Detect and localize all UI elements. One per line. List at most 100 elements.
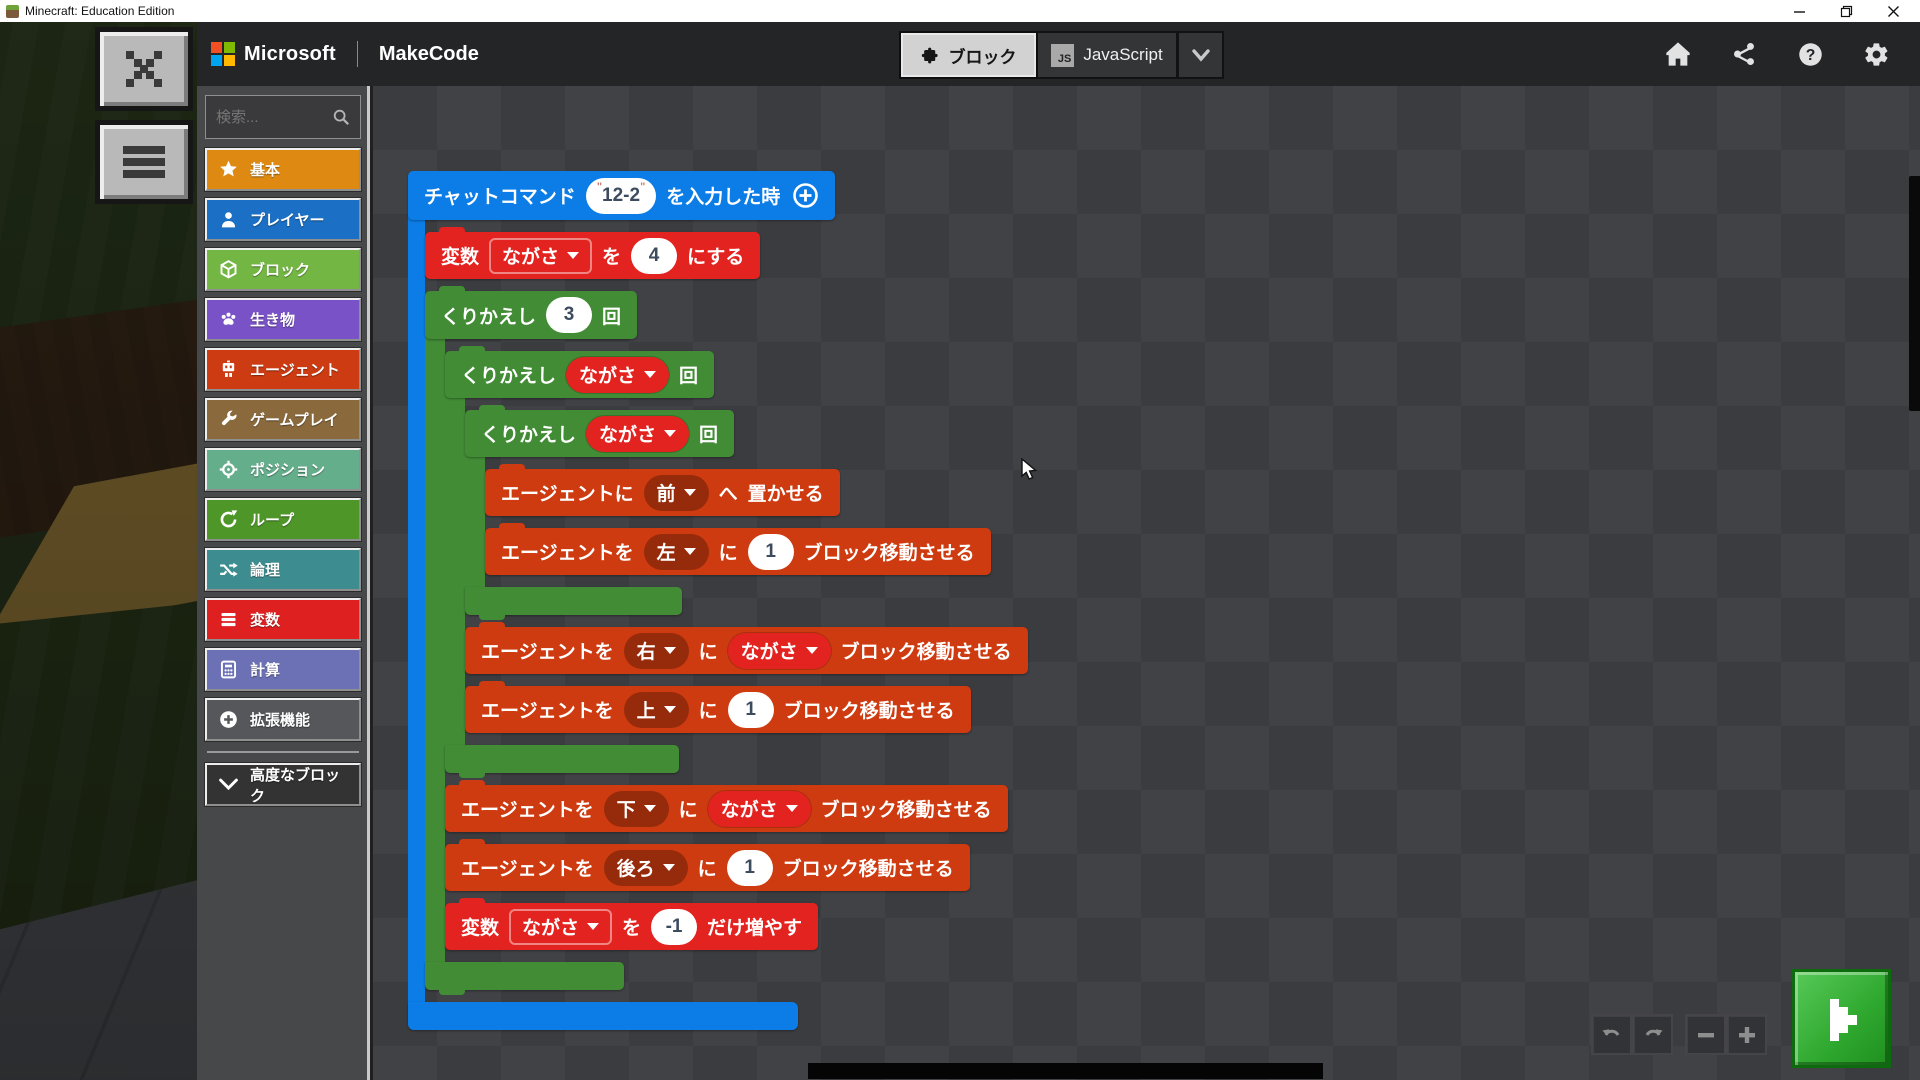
loop-icon bbox=[220, 510, 238, 528]
sidebar-item-mobs[interactable]: 生き物 bbox=[204, 297, 362, 342]
sidebar-item-blocks[interactable]: ブロック bbox=[204, 247, 362, 292]
dropdown-caret-icon bbox=[662, 864, 675, 871]
block-toolbox: 基本 プレイヤー ブロック 生き物 エージェント ゲームプレイ ポジション ルー… bbox=[197, 86, 370, 1080]
redo-button[interactable] bbox=[1632, 1014, 1673, 1055]
dropdown-caret-icon bbox=[785, 805, 798, 812]
sidebar-item-logic[interactable]: 論理 bbox=[204, 547, 362, 592]
tab-blocks[interactable]: ブロック bbox=[899, 31, 1038, 79]
home-icon[interactable] bbox=[1664, 40, 1692, 68]
block-change-variable[interactable]: 変数 ながさ を -1 だけ増やす bbox=[445, 898, 819, 950]
toolbox-divider bbox=[207, 751, 359, 753]
block-set-variable[interactable]: 変数 ながさ を 4 にする bbox=[425, 227, 761, 279]
chat-command-value[interactable]: " 12-2 " bbox=[585, 177, 657, 214]
value-input[interactable]: 1 bbox=[726, 849, 773, 886]
shuffle-icon bbox=[220, 562, 238, 577]
agent-icon bbox=[222, 360, 235, 377]
undo-button[interactable] bbox=[1591, 1014, 1632, 1055]
os-titlebar: Minecraft: Education Edition bbox=[0, 0, 1920, 22]
zoom-in-button[interactable] bbox=[1726, 1014, 1767, 1055]
sidebar-item-math[interactable]: 計算 bbox=[204, 647, 362, 692]
app-header: Microsoft MakeCode ブロック JS JavaScript ? bbox=[197, 22, 1920, 86]
block-agent-place[interactable]: エージェントに 前 へ 置かせる bbox=[485, 464, 840, 516]
block-on-chat-command[interactable]: チャットコマンド " 12-2 " を入力した時 変数 ながさ を 4 bbox=[408, 171, 1028, 1030]
svg-text:?: ? bbox=[1805, 47, 1815, 64]
block-agent-move-back[interactable]: エージェントを 後ろ に 1 ブロック移動させる bbox=[445, 839, 970, 891]
value-input[interactable]: 4 bbox=[631, 237, 678, 274]
direction-dropdown[interactable]: 前 bbox=[643, 474, 709, 511]
vertical-scrollbar[interactable] bbox=[1909, 176, 1920, 411]
block-repeat-mid[interactable]: くりかえし ながさ 回 くりかえし bbox=[445, 346, 1028, 778]
variable-dropdown[interactable]: ながさ bbox=[489, 237, 593, 274]
sidebar-item-player[interactable]: プレイヤー bbox=[204, 197, 362, 242]
pixel-x-icon bbox=[126, 51, 162, 87]
product-name: MakeCode bbox=[378, 42, 479, 65]
help-icon[interactable]: ? bbox=[1796, 40, 1824, 68]
value-input[interactable]: 1 bbox=[747, 533, 794, 570]
block-repeat-outer[interactable]: くりかえし 3 回 くりかえし ながさ 回 bbox=[425, 286, 1028, 995]
variable-pill[interactable]: ながさ bbox=[707, 790, 811, 827]
direction-dropdown[interactable]: 下 bbox=[603, 790, 669, 827]
minecraft-app-icon bbox=[6, 4, 19, 18]
tab-javascript[interactable]: JS JavaScript bbox=[1038, 31, 1178, 79]
sidebar-item-variables[interactable]: 変数 bbox=[204, 597, 362, 642]
settings-icon[interactable] bbox=[1862, 40, 1890, 68]
variable-pill[interactable]: ながさ bbox=[586, 415, 690, 452]
block-agent-move-left[interactable]: エージェントを 左 に 1 ブロック移動させる bbox=[485, 523, 991, 575]
direction-dropdown[interactable]: 後ろ bbox=[603, 849, 688, 886]
value-input[interactable]: -1 bbox=[651, 908, 698, 945]
variable-pill[interactable]: ながさ bbox=[566, 356, 670, 393]
microsoft-logo-icon bbox=[211, 42, 235, 66]
mouse-cursor bbox=[1020, 457, 1042, 487]
bars-icon bbox=[221, 612, 236, 627]
zoom-out-button[interactable] bbox=[1685, 1014, 1726, 1055]
sidebar-item-position[interactable]: ポジション bbox=[204, 447, 362, 492]
dropdown-caret-icon bbox=[683, 548, 696, 555]
value-input[interactable]: 1 bbox=[727, 691, 774, 728]
menu-button[interactable] bbox=[95, 120, 193, 204]
variable-dropdown[interactable]: ながさ bbox=[509, 908, 613, 945]
block-repeat-inner[interactable]: くりかえし ながさ 回 エージェントに bbox=[465, 405, 991, 620]
js-icon: JS bbox=[1051, 43, 1075, 67]
dropdown-caret-icon bbox=[643, 805, 656, 812]
close-editor-button[interactable] bbox=[95, 27, 193, 111]
pixel-play-icon bbox=[1829, 998, 1857, 1041]
direction-dropdown[interactable]: 上 bbox=[623, 691, 689, 728]
sidebar-item-basic[interactable]: 基本 bbox=[204, 147, 362, 192]
paw-icon bbox=[221, 312, 236, 325]
dropdown-caret-icon bbox=[663, 647, 676, 654]
add-parameter-icon[interactable] bbox=[792, 182, 819, 209]
restore-button[interactable] bbox=[1840, 5, 1853, 18]
sidebar-item-gameplay[interactable]: ゲームプレイ bbox=[204, 397, 362, 442]
wrench-icon bbox=[221, 410, 237, 426]
toolbox-search[interactable] bbox=[205, 95, 361, 139]
player-icon bbox=[221, 212, 236, 228]
search-input[interactable] bbox=[216, 108, 332, 126]
sidebar-item-extensions[interactable]: 拡張機能 bbox=[204, 697, 362, 742]
block-agent-move-right[interactable]: エージェントを 右 に ながさ ブロック移動させる bbox=[465, 622, 1028, 674]
sidebar-item-advanced[interactable]: 高度なブロック bbox=[204, 762, 362, 807]
block-workspace[interactable]: チャットコマンド " 12-2 " を入力した時 変数 ながさ を 4 bbox=[373, 86, 1920, 1080]
sidebar-item-agent[interactable]: エージェント bbox=[204, 347, 362, 392]
horizontal-scrollbar[interactable] bbox=[808, 1063, 1323, 1079]
block-agent-move-up[interactable]: エージェントを 上 に 1 ブロック移動させる bbox=[465, 681, 971, 733]
crosshair-icon bbox=[219, 460, 238, 479]
share-icon[interactable] bbox=[1730, 40, 1758, 68]
block-program: チャットコマンド " 12-2 " を入力した時 変数 ながさ を 4 bbox=[408, 171, 1028, 1030]
run-code-button[interactable] bbox=[1792, 969, 1891, 1068]
hamburger-icon bbox=[123, 146, 165, 178]
minimize-button[interactable] bbox=[1793, 5, 1806, 18]
dropdown-caret-icon bbox=[664, 430, 677, 437]
direction-dropdown[interactable]: 左 bbox=[643, 533, 709, 570]
close-icon[interactable] bbox=[1887, 5, 1900, 18]
block-agent-move-down[interactable]: エージェントを 下 に ながさ ブロック移動させる bbox=[445, 780, 1008, 832]
puzzle-icon bbox=[921, 47, 938, 63]
repeat-count-input[interactable]: 3 bbox=[546, 297, 593, 333]
dropdown-caret-icon bbox=[663, 706, 676, 713]
editor-mode-dropdown[interactable] bbox=[1178, 31, 1224, 79]
direction-dropdown[interactable]: 右 bbox=[623, 632, 689, 669]
sidebar-item-loops[interactable]: ループ bbox=[204, 497, 362, 542]
window-title: Minecraft: Education Edition bbox=[25, 4, 175, 18]
variable-pill[interactable]: ながさ bbox=[727, 632, 831, 669]
brand-name: Microsoft bbox=[244, 42, 336, 65]
chevron-down-icon bbox=[1191, 49, 1210, 62]
